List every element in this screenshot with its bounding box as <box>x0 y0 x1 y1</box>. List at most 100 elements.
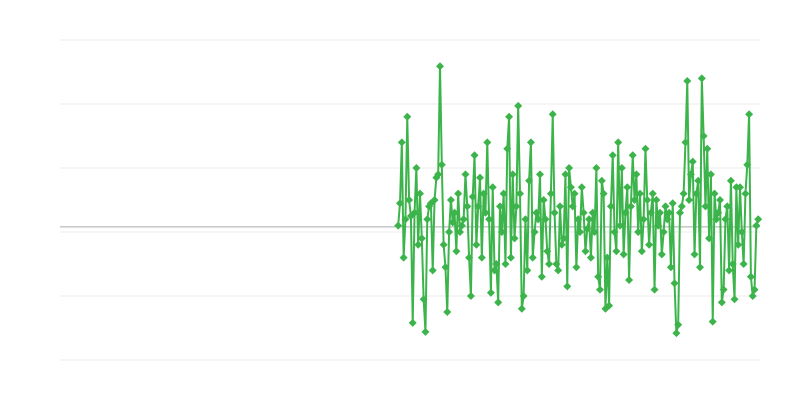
series-line <box>394 62 763 338</box>
data-point <box>517 304 526 313</box>
data-point <box>397 138 406 147</box>
data-point <box>674 320 683 329</box>
data-point <box>497 228 506 236</box>
data-point <box>663 215 672 224</box>
data-point <box>457 221 466 230</box>
data-point <box>514 101 523 110</box>
data-point <box>468 192 477 201</box>
data-point <box>606 202 615 211</box>
data-point <box>419 295 428 304</box>
data-point <box>546 189 555 198</box>
data-point <box>463 202 472 211</box>
data-point <box>628 151 637 160</box>
data-point <box>685 196 694 204</box>
data-point <box>623 183 632 192</box>
data-point <box>412 164 421 172</box>
data-point <box>568 202 577 211</box>
data-point <box>459 215 468 224</box>
data-point <box>641 144 650 153</box>
data-point <box>612 247 621 256</box>
data-point <box>677 202 686 211</box>
data-point <box>408 318 417 327</box>
data-point <box>554 266 563 275</box>
data-point <box>712 215 721 224</box>
data-point <box>592 164 601 172</box>
data-point <box>530 228 539 236</box>
data-point <box>714 208 723 217</box>
data-point <box>428 266 437 275</box>
data-point <box>706 170 715 179</box>
data-point <box>736 183 744 192</box>
data-point <box>692 189 701 198</box>
data-point <box>626 202 635 211</box>
data-point <box>456 228 464 236</box>
data-point <box>748 292 757 300</box>
data-point <box>734 240 743 249</box>
data-point <box>548 110 557 119</box>
data-point <box>403 112 412 121</box>
data-point <box>690 250 699 259</box>
data-point <box>696 263 704 272</box>
data-point <box>632 170 641 179</box>
data-point <box>454 189 463 198</box>
data-point <box>754 215 763 224</box>
data-point <box>486 288 495 297</box>
data-point <box>574 215 583 224</box>
data-point <box>465 253 474 262</box>
data-point <box>399 253 408 262</box>
data-point <box>488 183 497 192</box>
data-point <box>563 282 572 291</box>
data-point <box>405 196 414 204</box>
data-point <box>645 240 654 249</box>
data-point <box>479 189 488 198</box>
data-point <box>559 234 568 243</box>
data-point <box>750 285 759 294</box>
data-point <box>510 234 519 243</box>
data-point <box>737 228 746 236</box>
data-point <box>525 176 534 185</box>
data-point <box>566 183 575 192</box>
data-point <box>676 208 684 217</box>
gridlines <box>60 39 760 361</box>
data-point <box>594 272 603 281</box>
data-point <box>394 221 403 230</box>
data-point <box>657 250 666 259</box>
data-point <box>752 221 761 230</box>
data-point <box>608 151 617 160</box>
data-point <box>423 215 432 224</box>
data-point <box>521 215 530 224</box>
data-point <box>501 260 510 268</box>
data-point <box>746 272 755 281</box>
data-point <box>679 189 688 198</box>
data-point <box>716 196 724 204</box>
data-point <box>603 253 612 262</box>
data-point <box>646 208 655 217</box>
data-point <box>416 189 424 198</box>
data-point <box>717 298 726 307</box>
data-point <box>617 164 626 172</box>
data-point <box>721 215 730 224</box>
data-point <box>708 317 717 326</box>
data-point <box>461 170 470 179</box>
data-point <box>619 250 628 259</box>
data-point <box>656 208 664 217</box>
data-point <box>670 279 679 288</box>
data-point <box>585 215 594 224</box>
data-point <box>697 74 706 83</box>
data-point <box>643 196 652 204</box>
data-point <box>659 228 668 236</box>
data-point <box>528 253 537 262</box>
data-point <box>505 112 514 121</box>
data-point <box>532 208 541 217</box>
data-point <box>543 247 552 256</box>
data-point <box>719 285 728 294</box>
data-point <box>539 196 548 204</box>
data-point <box>421 327 430 336</box>
data-point <box>483 138 492 147</box>
data-point <box>650 285 659 294</box>
data-point <box>437 160 446 169</box>
data-point <box>683 76 692 85</box>
data-point <box>576 228 584 236</box>
data-point <box>570 189 579 198</box>
data-point <box>441 263 450 272</box>
